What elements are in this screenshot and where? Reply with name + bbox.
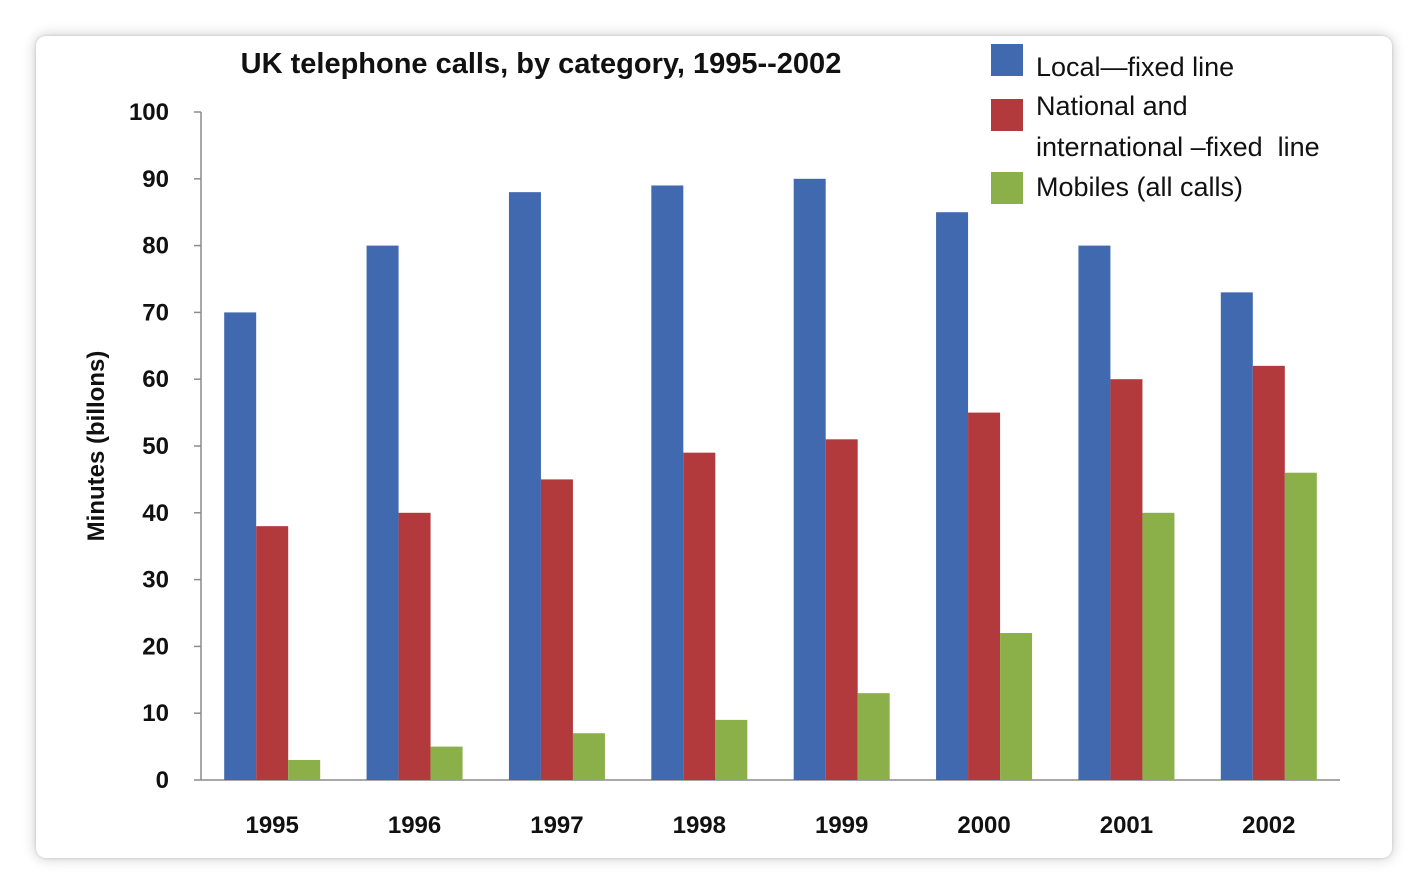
bar-2000-series-1 (968, 412, 1001, 780)
legend-swatch-1 (991, 99, 1023, 131)
bar-1995-series-1 (256, 526, 289, 780)
bar-2000-series-0 (936, 212, 969, 780)
bar-2001-series-1 (1110, 379, 1143, 780)
bar-1998-series-1 (683, 452, 716, 780)
y-tick-label: 10 (142, 700, 169, 727)
y-tick-label: 50 (142, 433, 169, 460)
bar-2002-series-0 (1220, 292, 1253, 780)
bar-1996-series-1 (398, 512, 431, 780)
bar-2002-series-2 (1284, 472, 1317, 780)
bar-1995-series-2 (288, 759, 321, 780)
x-tick-label: 1999 (815, 812, 868, 839)
legend: Local—fixed line National and internationa… (991, 44, 1320, 204)
y-tick-label: 0 (156, 767, 169, 794)
bar-1999-series-2 (857, 693, 890, 780)
y-tick-label: 30 (142, 567, 169, 594)
bar-1998-series-0 (651, 185, 684, 781)
bar-1999-series-1 (825, 439, 858, 780)
x-tick-label: 2002 (1242, 812, 1295, 839)
bar-1996-series-0 (366, 245, 399, 781)
legend-swatch-0 (991, 44, 1023, 76)
y-tick-label: 20 (142, 633, 169, 660)
y-tick-label: 100 (129, 99, 169, 126)
x-tick-label: 2001 (1100, 812, 1153, 839)
legend-label: National and (1036, 91, 1188, 121)
bar-1995-series-0 (224, 312, 257, 780)
x-tick-label: 1997 (530, 812, 583, 839)
y-axis-ticks: 0 10 20 30 40 50 60 70 80 90 100 (129, 99, 201, 794)
x-tick-label: 2000 (957, 812, 1010, 839)
bar-1996-series-2 (430, 746, 463, 780)
chart-title: UK telephone calls, by category, 1995--2… (241, 48, 842, 80)
bar-1997-series-0 (508, 192, 541, 780)
bar-1998-series-2 (715, 719, 748, 780)
x-axis-ticks: 1995 1996 1997 1998 1999 2000 2001 2002 (245, 812, 1295, 839)
legend-swatch-2 (991, 172, 1023, 204)
bar-1997-series-2 (572, 733, 605, 780)
bar-2002-series-1 (1252, 365, 1285, 780)
legend-label: international –fixed line (1036, 132, 1320, 162)
x-tick-label: 1996 (388, 812, 441, 839)
bar-1997-series-1 (540, 479, 573, 780)
y-axis-title: Minutes (billons) (83, 351, 110, 542)
legend-label: Local—fixed line (1036, 52, 1234, 82)
bar-1999-series-0 (793, 178, 826, 781)
bars (224, 178, 1317, 781)
bar-2000-series-2 (1000, 633, 1033, 780)
bar-2001-series-2 (1142, 512, 1175, 780)
x-tick-label: 1998 (673, 812, 726, 839)
y-tick-label: 40 (142, 500, 169, 527)
bar-2001-series-0 (1078, 245, 1111, 781)
y-tick-label: 80 (142, 233, 169, 260)
x-tick-label: 1995 (245, 812, 298, 839)
y-tick-label: 70 (142, 299, 169, 326)
y-tick-label: 60 (142, 366, 169, 393)
y-tick-label: 90 (142, 166, 169, 193)
legend-label: Mobiles (all calls) (1036, 172, 1243, 202)
